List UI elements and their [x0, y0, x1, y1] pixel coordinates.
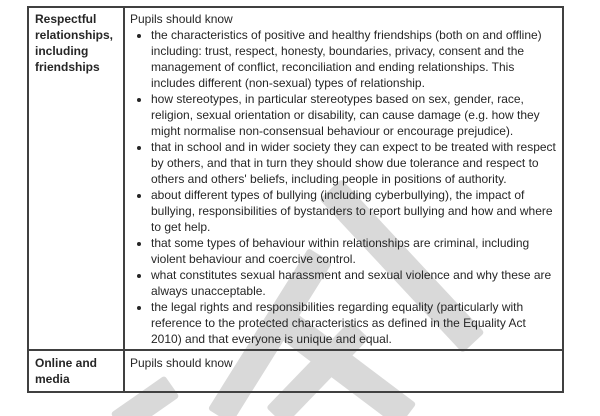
content-cell: Pupils should know: [125, 351, 562, 391]
table-row: Online and media Pupils should know: [29, 351, 562, 391]
topic-cell-respectful-relationships: Respectful relationships, including frie…: [29, 8, 125, 349]
list-item: how stereotypes, in particular stereotyp…: [151, 91, 556, 139]
pupils-should-know-heading: Pupils should know: [130, 12, 233, 26]
bullet-list: the characteristics of positive and heal…: [130, 27, 556, 347]
list-item: what constitutes sexual harassment and s…: [151, 267, 556, 299]
pupils-should-know-heading: Pupils should know: [130, 356, 233, 370]
list-item: the characteristics of positive and heal…: [151, 27, 556, 91]
topic-cell-online-and-media: Online and media: [29, 351, 125, 391]
list-item: about different types of bullying (inclu…: [151, 187, 556, 235]
list-item: that some types of behaviour within rela…: [151, 235, 556, 267]
list-item: that in school and in wider society they…: [151, 139, 556, 187]
guidance-table: Respectful relationships, including frie…: [27, 6, 564, 393]
content-cell: Pupils should know the characteristics o…: [125, 8, 562, 349]
table-row: Respectful relationships, including frie…: [29, 8, 562, 351]
list-item: the legal rights and responsibilities re…: [151, 299, 556, 347]
